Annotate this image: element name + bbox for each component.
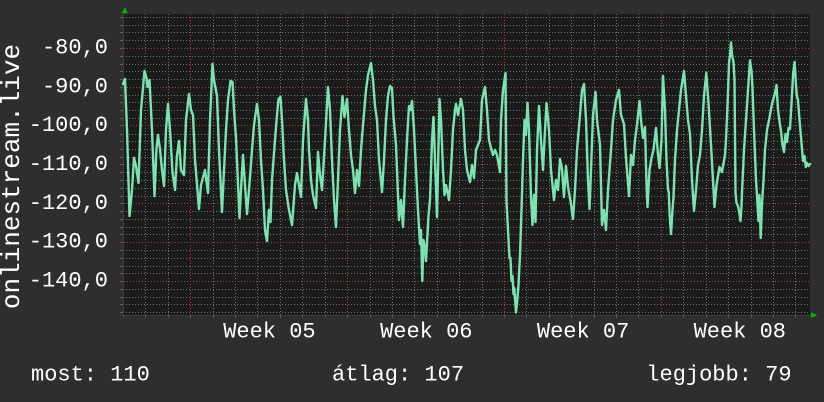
svg-text:átlag: 107: átlag: 107: [332, 363, 464, 388]
svg-text:Week 05: Week 05: [223, 320, 315, 345]
svg-text:Week 08: Week 08: [694, 320, 786, 345]
svg-text:Week 07: Week 07: [537, 320, 629, 345]
svg-text:-110,0: -110,0: [29, 152, 108, 177]
svg-text:most: 110: most: 110: [31, 363, 150, 388]
svg-text:-80,0: -80,0: [42, 36, 108, 61]
svg-text:Week 06: Week 06: [380, 320, 472, 345]
svg-text:-130,0: -130,0: [29, 230, 108, 255]
svg-text:-140,0: -140,0: [29, 268, 108, 293]
svg-text:-120,0: -120,0: [29, 191, 108, 216]
svg-text:onlinestream.live: onlinestream.live: [0, 44, 27, 309]
svg-text:-100,0: -100,0: [29, 113, 108, 138]
svg-text:legjobb: 79: legjobb: 79: [646, 363, 791, 388]
svg-text:-90,0: -90,0: [42, 74, 108, 99]
